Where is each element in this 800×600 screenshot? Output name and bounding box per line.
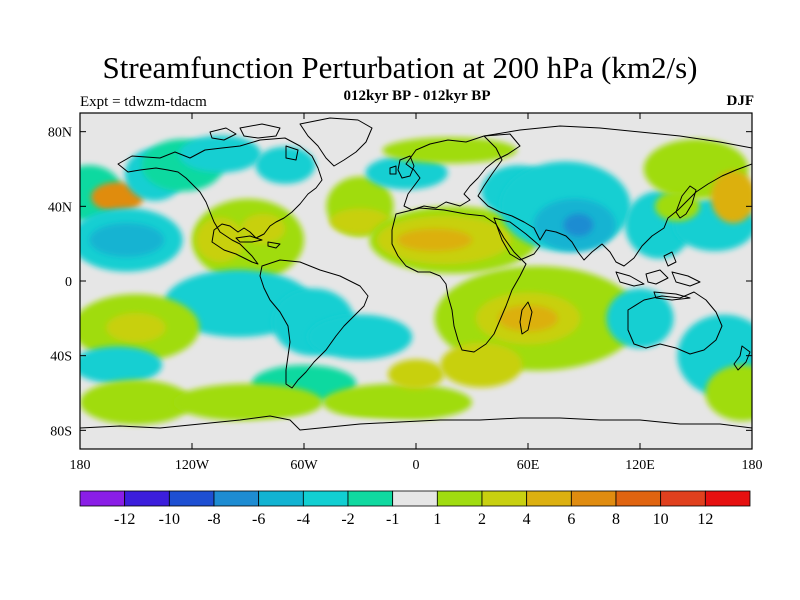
colorbar-label: -6 [252,511,265,528]
contour-region [89,223,164,257]
season-label: DJF [726,93,755,109]
contour-region [106,312,166,343]
contour-region [80,346,163,384]
colorbar-box [704,490,751,507]
y-tick-label: 80S [50,424,72,439]
colorbar-box [258,490,304,507]
coastline-arctic-islands [209,123,299,161]
x-tick-label: 60E [517,458,540,473]
experiment-label: Expt = tdwzm-tdacm [80,94,207,110]
x-tick-label: 180 [70,458,91,473]
plot-title: Streamfunction Perturbation at 200 hPa (… [102,50,698,85]
colorbar-box [302,490,349,507]
colorbar-label: -12 [114,511,135,528]
contour-region [255,146,316,184]
colorbar-label: 6 [567,511,575,528]
x-tick-label: 120W [175,458,210,473]
coastline-madagascar [519,301,533,335]
contour-region [80,379,192,425]
coastlines [80,117,752,431]
colorbar-label: 2 [478,511,486,528]
colorbar-label: 1 [433,511,441,528]
contour-region [440,342,523,388]
contour-region [710,170,752,224]
contour-region [195,217,245,263]
contour-region [397,228,472,252]
contour-region [173,383,323,422]
contour-region [382,137,517,164]
colorbar-box [392,490,438,507]
map-axes: 180 120W 60W 0 60E 120E 180 80N 40N 0 40S 80S [48,113,763,473]
coastline-south-america [259,259,369,389]
coastline-arabia [493,217,541,261]
colorbar-box [168,490,215,507]
contour-region [330,208,390,235]
coastline-new-zealand [733,345,751,371]
coastline-australia [627,291,723,355]
contour-region [606,288,674,349]
x-tick-label: 180 [742,458,763,473]
coastline-north-america [117,137,323,265]
contour-region [498,305,558,332]
colorbar-box [213,490,260,507]
coastline-maritime-continent [615,251,701,301]
colorbar-box [79,490,126,507]
x-tick-label: 120E [625,458,655,473]
colorbar-label: 8 [612,511,620,528]
contour-region [229,419,454,442]
colorbar-label: 10 [653,511,669,528]
contour-region [365,155,448,190]
x-tick-label: 0 [413,458,420,473]
contour-region [322,383,472,422]
contour-region [388,359,444,390]
period-subtitle: 012kyr BP - 012kyr BP [343,88,491,104]
colorbar-box [660,490,706,507]
coastline-british-isles [389,155,415,179]
coastline-japan [675,185,697,219]
colorbar-label: -2 [341,511,354,528]
colorbar-label: -8 [207,511,220,528]
x-tick-label: 60W [290,458,318,473]
colorbar-label: -1 [386,511,399,528]
colorbar-box [570,490,617,507]
colorbar-label: -10 [159,511,180,528]
colorbar-box [615,490,662,507]
colorbar-boxes: -12 -10 -8 -6 -4 -2 -1 1 2 4 6 8 10 12 [79,490,751,528]
colorbar-box [347,490,394,507]
colorbar-box [436,490,483,507]
colorbar-label: 4 [523,511,531,528]
y-tick-label: 40N [48,200,72,215]
contour-region [705,365,752,421]
contour-fill-layer [80,135,752,442]
colorbar-label: 12 [697,511,713,528]
colorbar-box [124,490,170,507]
y-tick-label: 40S [50,350,72,365]
colorbar-box [481,490,528,507]
colorbar-box [526,490,572,507]
coastline-caribbean [235,235,281,249]
coastline-antarctica [80,415,752,431]
y-tick-label: 0 [65,275,72,290]
coastline-africa [391,207,527,353]
contour-region [178,135,262,173]
colorbar-label: -4 [297,511,310,528]
contour-region [563,213,594,237]
y-tick-label: 80N [48,126,72,141]
contour-region [307,314,413,360]
coastline-asia [477,125,752,267]
coastline-greenland [299,117,373,167]
